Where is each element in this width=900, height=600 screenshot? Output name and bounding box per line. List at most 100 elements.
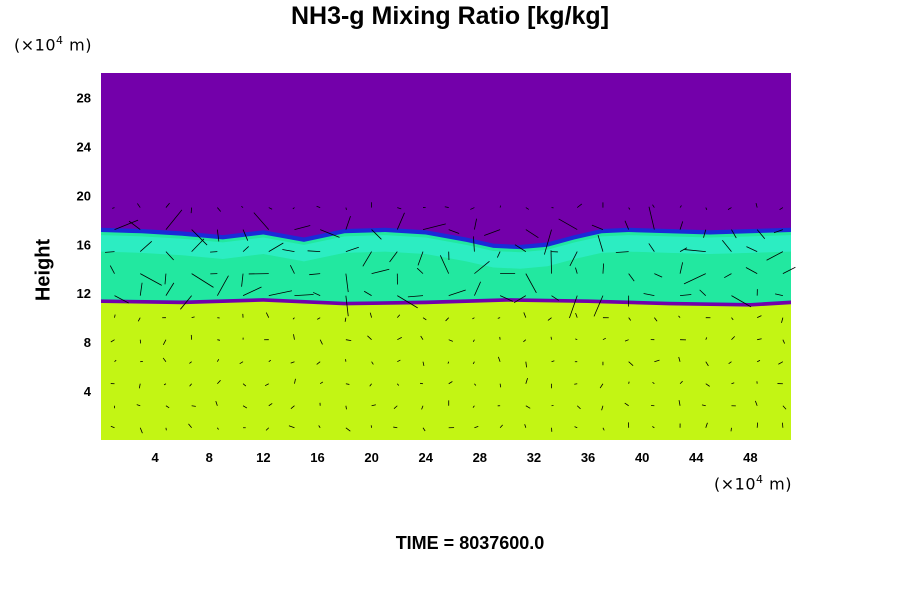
wind-vector [448, 381, 453, 385]
wind-vector [525, 207, 530, 210]
wind-vector [241, 205, 244, 208]
x-tick-label: 12 [256, 450, 270, 465]
wind-vector [421, 405, 424, 410]
wind-vector [191, 405, 196, 407]
wind-vector [345, 215, 351, 230]
wind-vector [397, 337, 402, 341]
wind-vector [731, 336, 736, 340]
wind-vector [547, 317, 552, 321]
wind-vector [140, 273, 162, 286]
wind-vector [345, 383, 350, 385]
wind-vector [268, 242, 284, 252]
wind-vector [727, 207, 732, 210]
wind-vector [448, 229, 460, 234]
wind-vector [105, 251, 115, 253]
wind-vector [114, 219, 139, 230]
wind-vector [558, 218, 578, 230]
wind-vector [345, 295, 349, 317]
wind-vector [757, 360, 761, 363]
wind-vector [162, 357, 167, 362]
wind-vector [705, 207, 708, 210]
wind-vector [191, 238, 205, 252]
wind-vector [165, 209, 183, 230]
wind-vector [652, 204, 655, 208]
wind-vector [448, 289, 466, 297]
wind-vector [422, 317, 427, 321]
x-tick-label: 28 [473, 450, 487, 465]
wind-vector [362, 251, 372, 267]
wind-vector [473, 236, 475, 252]
wind-vector [514, 244, 527, 252]
wind-vector [628, 361, 634, 366]
wind-vector [264, 383, 269, 387]
wind-vector [282, 249, 295, 253]
wind-vector [755, 203, 758, 208]
wind-vector [241, 273, 244, 287]
wind-vector [389, 251, 398, 263]
wind-vector [499, 383, 502, 388]
wind-vector [292, 317, 295, 320]
y-tick-label: 24 [77, 139, 92, 154]
wind-vector [217, 207, 222, 212]
wind-vector [345, 427, 351, 432]
wind-vector [728, 361, 732, 364]
wind-vector [344, 317, 347, 322]
wind-vector [190, 207, 193, 214]
y-tick-label: 20 [77, 188, 91, 203]
wind-vector [628, 207, 631, 210]
wind-vector [316, 361, 321, 365]
wind-vector [731, 295, 752, 308]
wind-vector [599, 383, 604, 389]
wind-vector [265, 427, 270, 431]
wind-vector [371, 229, 382, 240]
wind-vector [624, 220, 630, 230]
wind-vector [523, 339, 527, 343]
wind-vector [396, 212, 405, 230]
wind-vector [754, 400, 758, 406]
wind-vector [654, 317, 658, 322]
wind-vector [551, 360, 555, 363]
wind-vector [525, 273, 537, 294]
wind-vector [313, 292, 321, 297]
wind-vector [624, 402, 629, 407]
wind-vector [137, 203, 141, 208]
wind-vector [523, 312, 527, 318]
wind-vector [472, 405, 475, 408]
y-axis-unit: (×104 m) [14, 34, 92, 55]
wind-vector [470, 207, 475, 210]
wind-vector [543, 229, 552, 255]
wind-vector [472, 317, 475, 320]
wind-vector [679, 262, 684, 274]
wind-vector [513, 295, 527, 304]
wind-vector [525, 378, 528, 384]
wind-vector [472, 339, 475, 343]
wind-vector [242, 405, 248, 409]
wind-vector [367, 335, 372, 340]
wind-vector [369, 383, 372, 387]
wind-vector [371, 361, 374, 365]
wind-vector [705, 361, 709, 367]
wind-vector [191, 229, 208, 246]
wind-vector [575, 267, 578, 274]
wind-vector [782, 405, 787, 410]
wind-vector [268, 207, 273, 210]
wind-vector [317, 317, 321, 320]
x-tick-label: 40 [635, 450, 649, 465]
wind-vector [397, 359, 401, 363]
wind-vector [731, 317, 734, 321]
wind-vector [128, 220, 141, 230]
wind-vector [643, 293, 655, 297]
wind-vector [684, 249, 706, 253]
wind-vector [268, 290, 293, 297]
wind-vector [164, 273, 167, 285]
wind-vector [293, 334, 295, 340]
wind-vector [766, 251, 784, 261]
wind-vector [474, 425, 479, 429]
x-tick-label: 8 [206, 450, 213, 465]
wind-vector [345, 273, 349, 293]
wind-vector [679, 380, 683, 385]
wind-vector [781, 317, 784, 323]
wind-vector [678, 356, 681, 362]
wind-vector [782, 339, 785, 344]
wind-vector [576, 203, 583, 208]
